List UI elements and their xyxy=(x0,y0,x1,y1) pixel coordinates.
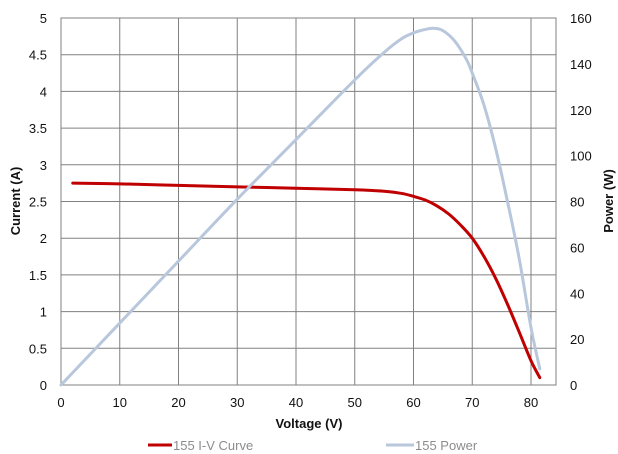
y-tick-label: 4.5 xyxy=(29,48,47,63)
y2-tick-label: 120 xyxy=(570,103,592,118)
x-tick-label: 60 xyxy=(406,395,420,410)
series-line-power xyxy=(59,26,542,387)
x-axis-title: Voltage (V) xyxy=(276,416,343,431)
x-tick-label: 50 xyxy=(348,395,362,410)
series-layer xyxy=(59,26,542,387)
grid xyxy=(60,17,557,386)
y-tick-label: 2 xyxy=(40,231,47,246)
y-tick-label: 3.5 xyxy=(29,121,47,136)
x-tick-label: 30 xyxy=(230,395,244,410)
y-axis-title: Current (A) xyxy=(8,167,23,236)
y2-tick-label: 140 xyxy=(570,57,592,72)
y-tick-label: 1.5 xyxy=(29,268,47,283)
legend: 155 I-V Curve 155 Power xyxy=(148,438,478,453)
x-tick-label: 20 xyxy=(171,395,185,410)
y-tick-label: 4 xyxy=(40,84,47,99)
y2-tick-label: 100 xyxy=(570,149,592,164)
axes: 0 10 20 30 40 50 60 70 8000.511.522.533.544.5502… xyxy=(29,11,592,410)
y-tick-label: 1 xyxy=(40,305,47,320)
y-tick-label: 0.5 xyxy=(29,341,47,356)
y2-axis-title: Power (W) xyxy=(601,169,616,233)
y-tick-label: 0 xyxy=(40,378,47,393)
x-tick-label: 0 xyxy=(57,395,64,410)
x-tick-label: 80 xyxy=(524,395,538,410)
y2-tick-label: 0 xyxy=(570,378,577,393)
x-tick-label: 10 xyxy=(113,395,127,410)
legend-label-power: 155 Power xyxy=(415,438,478,453)
y2-tick-label: 80 xyxy=(570,195,584,210)
y2-tick-label: 20 xyxy=(570,332,584,347)
y2-tick-label: 40 xyxy=(570,286,584,301)
y-tick-label: 3 xyxy=(40,158,47,173)
y2-tick-label: 160 xyxy=(570,11,592,26)
legend-label-iv-curve: 155 I-V Curve xyxy=(173,438,253,453)
series-line-iv-curve xyxy=(71,181,542,380)
x-tick-label: 70 xyxy=(465,395,479,410)
y-tick-label: 5 xyxy=(40,11,47,26)
y-tick-label: 2.5 xyxy=(29,195,47,210)
y2-tick-label: 60 xyxy=(570,240,584,255)
x-tick-label: 40 xyxy=(289,395,303,410)
